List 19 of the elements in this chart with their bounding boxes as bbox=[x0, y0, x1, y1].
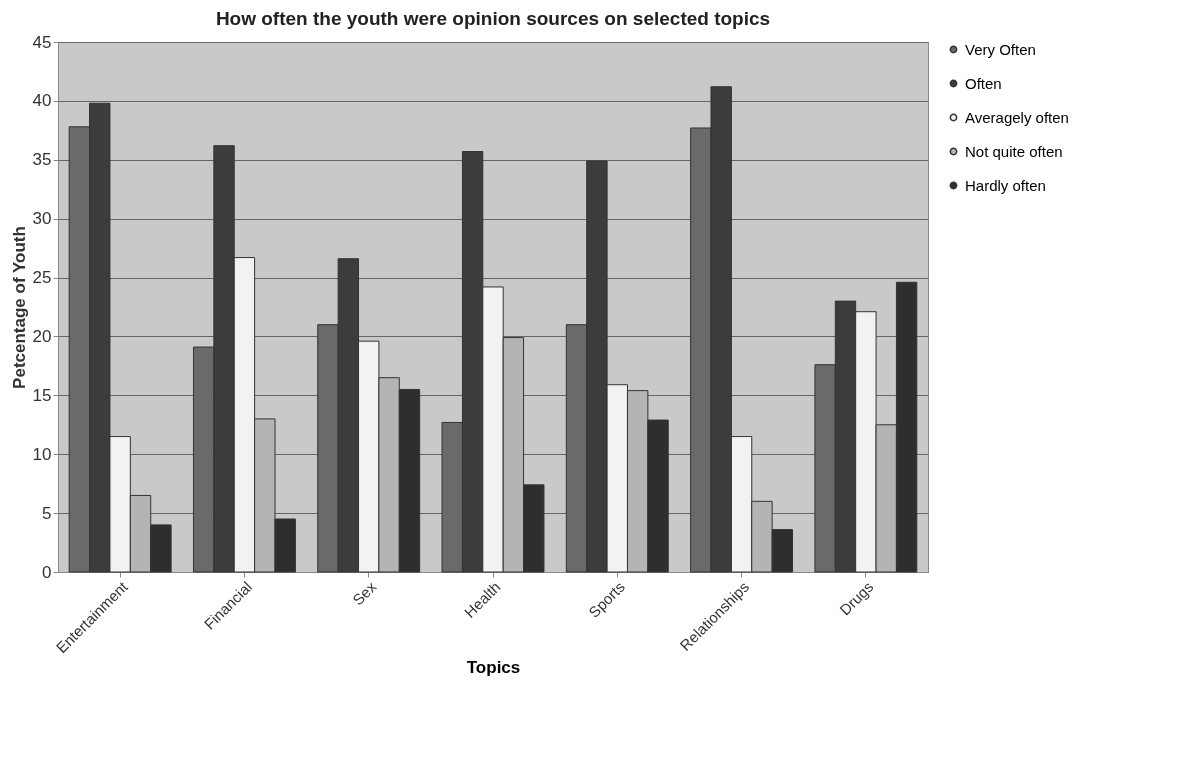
y-tick-label: 35 bbox=[32, 150, 52, 170]
y-tick-label: 10 bbox=[32, 444, 52, 464]
chart-title: How often the youth were opinion sources on selected topics bbox=[215, 8, 771, 29]
y-tick-label: 20 bbox=[32, 326, 52, 346]
legend-label: Often bbox=[965, 74, 1002, 92]
y-tick-label: 40 bbox=[32, 91, 52, 111]
legend-label: Hardly often bbox=[965, 176, 1046, 194]
y-tick-label: 25 bbox=[32, 268, 52, 288]
y-tick-label: 0 bbox=[42, 562, 52, 582]
legend-label: Not quite often bbox=[965, 142, 1063, 160]
y-axis-title: Petcentage of Youth bbox=[9, 226, 29, 389]
x-axis-title: Topics bbox=[466, 658, 521, 678]
x-tick-label: Sex bbox=[349, 577, 380, 609]
y-tick-label: 15 bbox=[32, 385, 52, 405]
legend-label: Averagely often bbox=[965, 108, 1069, 126]
legend-label: Very Often bbox=[965, 40, 1036, 58]
y-tick-label: 30 bbox=[32, 209, 52, 229]
y-tick-label: 5 bbox=[42, 503, 52, 523]
y-tick-label: 45 bbox=[32, 32, 52, 52]
